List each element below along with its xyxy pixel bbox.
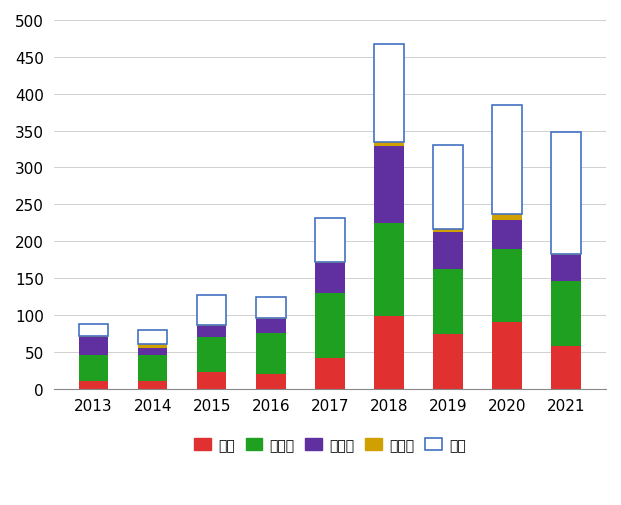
Bar bbox=[551, 346, 581, 389]
Bar bbox=[79, 337, 108, 356]
Bar bbox=[256, 374, 286, 389]
Bar bbox=[433, 146, 463, 229]
Bar bbox=[551, 256, 581, 281]
Bar bbox=[374, 143, 404, 147]
Bar bbox=[492, 106, 522, 215]
Bar bbox=[79, 381, 108, 389]
Bar bbox=[492, 250, 522, 322]
Bar bbox=[79, 356, 108, 381]
Bar bbox=[374, 147, 404, 224]
Bar bbox=[138, 348, 168, 356]
Bar bbox=[433, 270, 463, 334]
Bar bbox=[315, 264, 345, 293]
Bar bbox=[492, 322, 522, 389]
Bar bbox=[256, 297, 286, 318]
Bar bbox=[256, 318, 286, 319]
Bar bbox=[315, 218, 345, 262]
Legend: 家庭, 飲食店, 販売店, その他, 不明: 家庭, 飲食店, 販売店, その他, 不明 bbox=[189, 433, 471, 458]
Bar bbox=[197, 337, 227, 372]
Bar bbox=[197, 295, 227, 326]
Bar bbox=[138, 345, 168, 348]
Bar bbox=[551, 255, 581, 256]
Bar bbox=[315, 262, 345, 264]
Bar bbox=[433, 334, 463, 389]
Bar bbox=[138, 381, 168, 389]
Bar bbox=[374, 224, 404, 316]
Bar bbox=[433, 233, 463, 270]
Bar bbox=[492, 215, 522, 220]
Bar bbox=[197, 326, 227, 337]
Bar bbox=[315, 293, 345, 358]
Bar bbox=[551, 281, 581, 346]
Bar bbox=[374, 316, 404, 389]
Bar bbox=[433, 229, 463, 233]
Bar bbox=[315, 358, 345, 389]
Bar bbox=[492, 220, 522, 250]
Bar bbox=[197, 372, 227, 389]
Bar bbox=[256, 319, 286, 334]
Bar bbox=[79, 324, 108, 337]
Bar bbox=[138, 330, 168, 345]
Bar bbox=[256, 334, 286, 374]
Bar bbox=[138, 356, 168, 381]
Bar bbox=[374, 44, 404, 143]
Bar bbox=[551, 133, 581, 255]
